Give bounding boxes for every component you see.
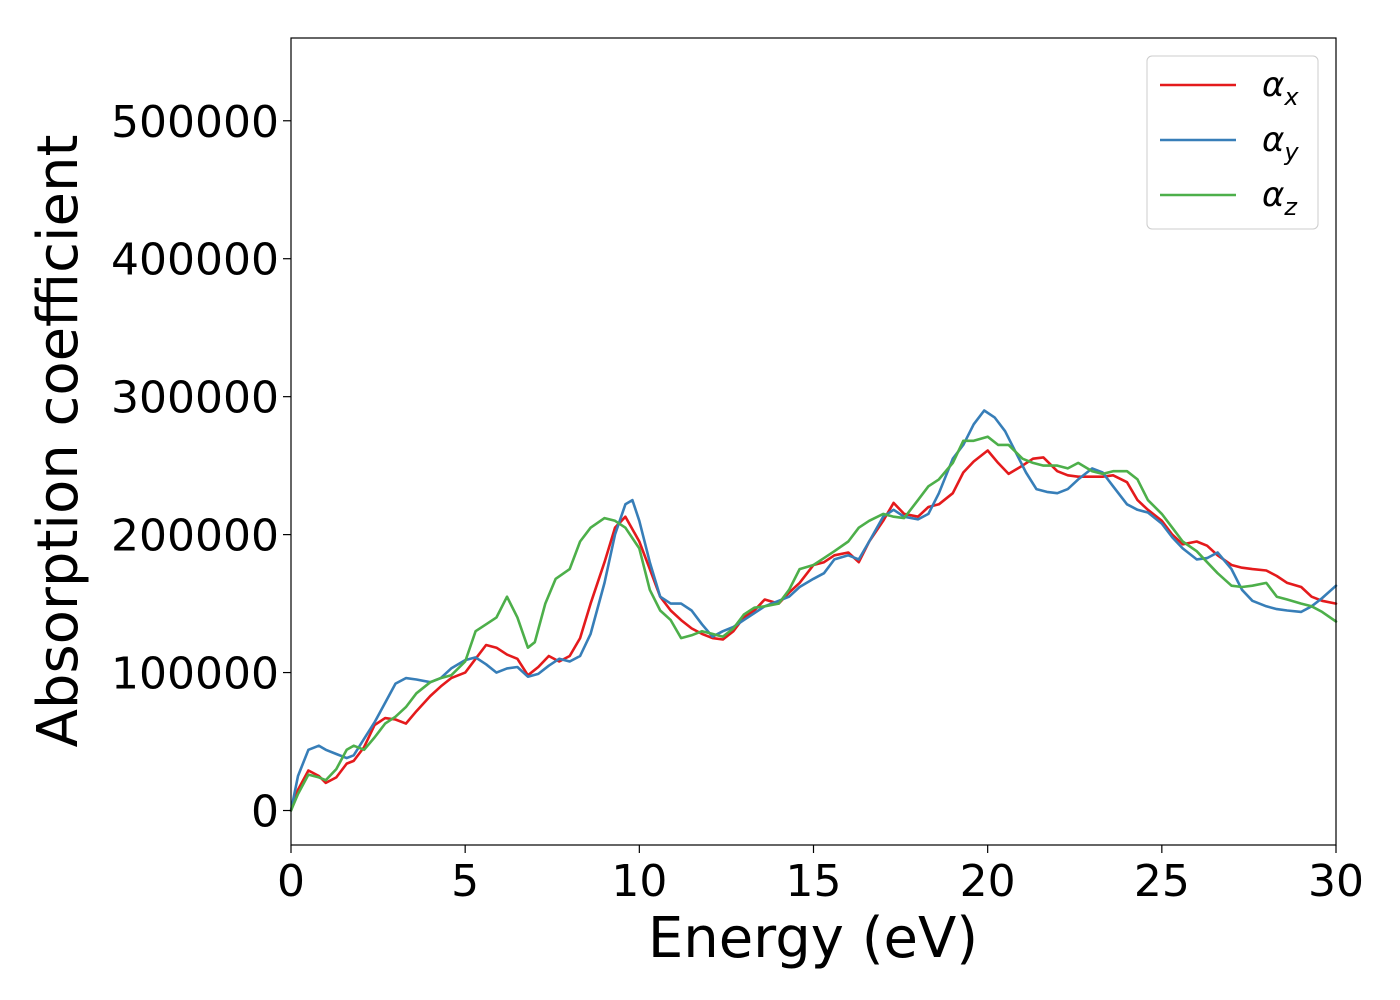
y-tick-label: 500000 <box>111 97 279 148</box>
series-layer <box>289 409 1338 812</box>
legend: αx αy αz <box>1146 55 1319 230</box>
x-axis-title: Energy (eV) <box>648 906 978 971</box>
x-tick-label: 30 <box>1308 856 1364 907</box>
series-line-y <box>289 409 1338 812</box>
y-tick-label: 300000 <box>111 373 279 424</box>
legend-box <box>1146 55 1319 230</box>
x-tick-label: 25 <box>1134 856 1190 907</box>
y-tick-label: 100000 <box>111 649 279 700</box>
y-axis-title: Absorption coefficient <box>26 135 91 748</box>
y-tick-label: 400000 <box>111 235 279 286</box>
series-line-z <box>289 435 1338 812</box>
legend-label-x: αx <box>1262 65 1299 111</box>
x-tick-label: 10 <box>611 856 667 907</box>
y-tick-label: 200000 <box>111 511 279 562</box>
y-tick-label: 0 <box>251 787 279 838</box>
x-axis: 0 5 10 15 20 25 30 <box>277 845 1364 907</box>
legend-label-y: αy <box>1262 120 1299 166</box>
y-axis: 0 100000 200000 300000 400000 500000 <box>111 97 291 838</box>
x-tick-label: 20 <box>960 856 1016 907</box>
legend-label-z: αz <box>1262 175 1298 221</box>
x-tick-label: 0 <box>277 856 305 907</box>
series-line-x <box>289 449 1338 812</box>
x-tick-label: 5 <box>451 856 479 907</box>
x-tick-label: 15 <box>786 856 842 907</box>
